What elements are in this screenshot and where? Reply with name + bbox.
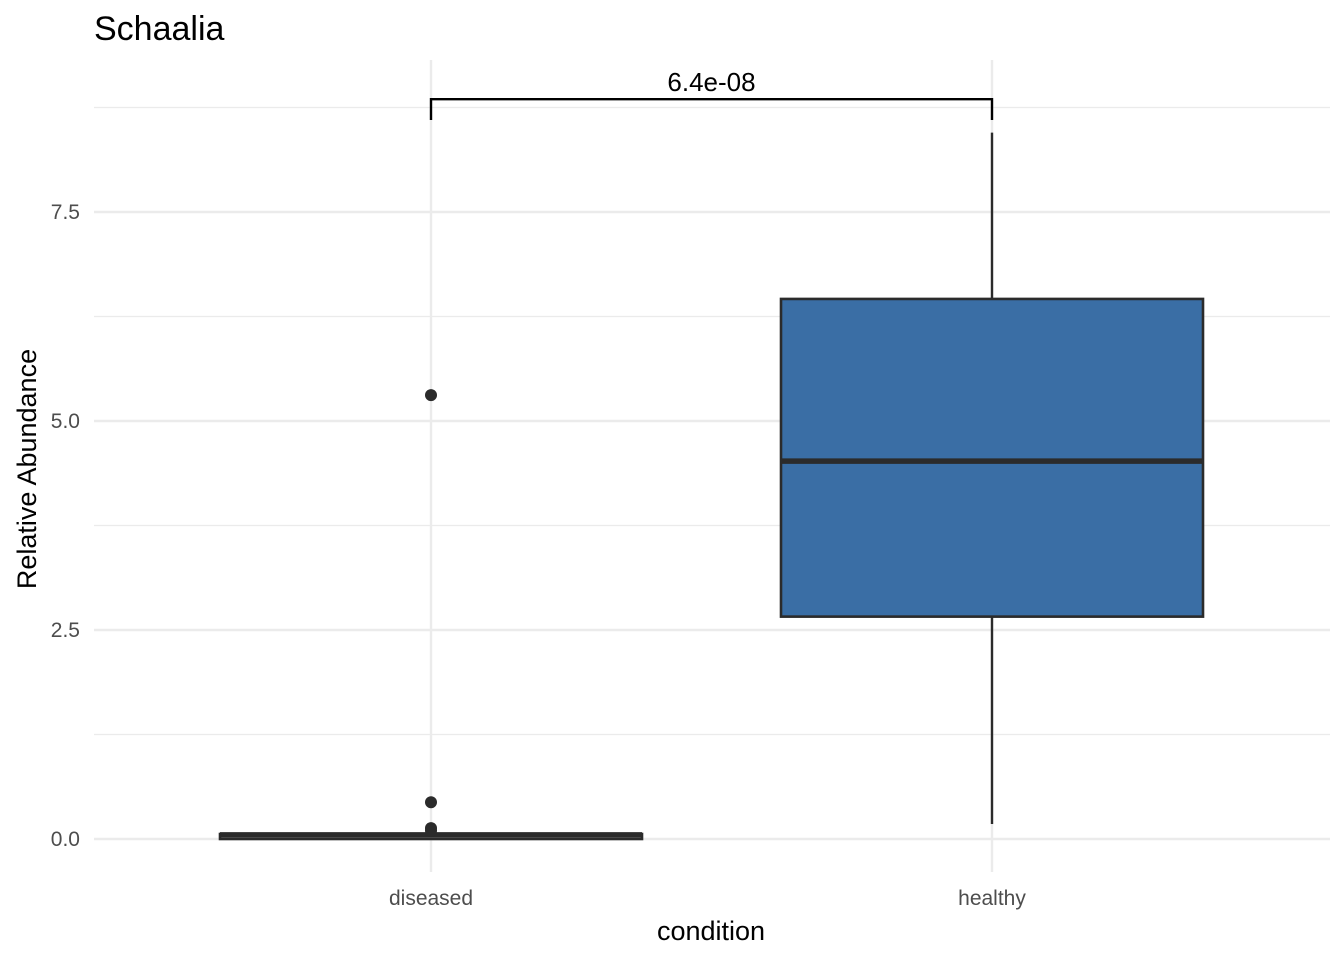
y-tick-label: 5.0 — [51, 410, 80, 433]
box-diseased — [218, 389, 644, 841]
outlier-point — [425, 389, 437, 402]
y-axis-title: Relative Abundance — [12, 349, 42, 589]
outlier-point — [425, 796, 437, 809]
y-axis-ticks: 0.0 2.5 5.0 7.5 — [51, 201, 80, 851]
comparison-bracket — [429, 97, 994, 121]
x-tick-label: diseased — [389, 887, 473, 910]
x-tick-label: healthy — [958, 887, 1026, 910]
chart-title: Schaalia — [94, 10, 225, 48]
comparison-annotation: 6.4e-08 — [429, 67, 994, 121]
box-body — [779, 297, 1205, 618]
p-value-label: 6.4e-08 — [667, 67, 755, 97]
boxes — [218, 132, 1205, 841]
y-tick-label: 0.0 — [51, 828, 80, 851]
x-axis-title: condition — [657, 916, 765, 946]
y-tick-label: 7.5 — [51, 201, 80, 224]
y-tick-label: 2.5 — [51, 619, 80, 642]
outlier-point — [425, 824, 437, 837]
box-healthy — [779, 132, 1205, 824]
x-axis-ticks: diseased healthy — [389, 887, 1026, 910]
